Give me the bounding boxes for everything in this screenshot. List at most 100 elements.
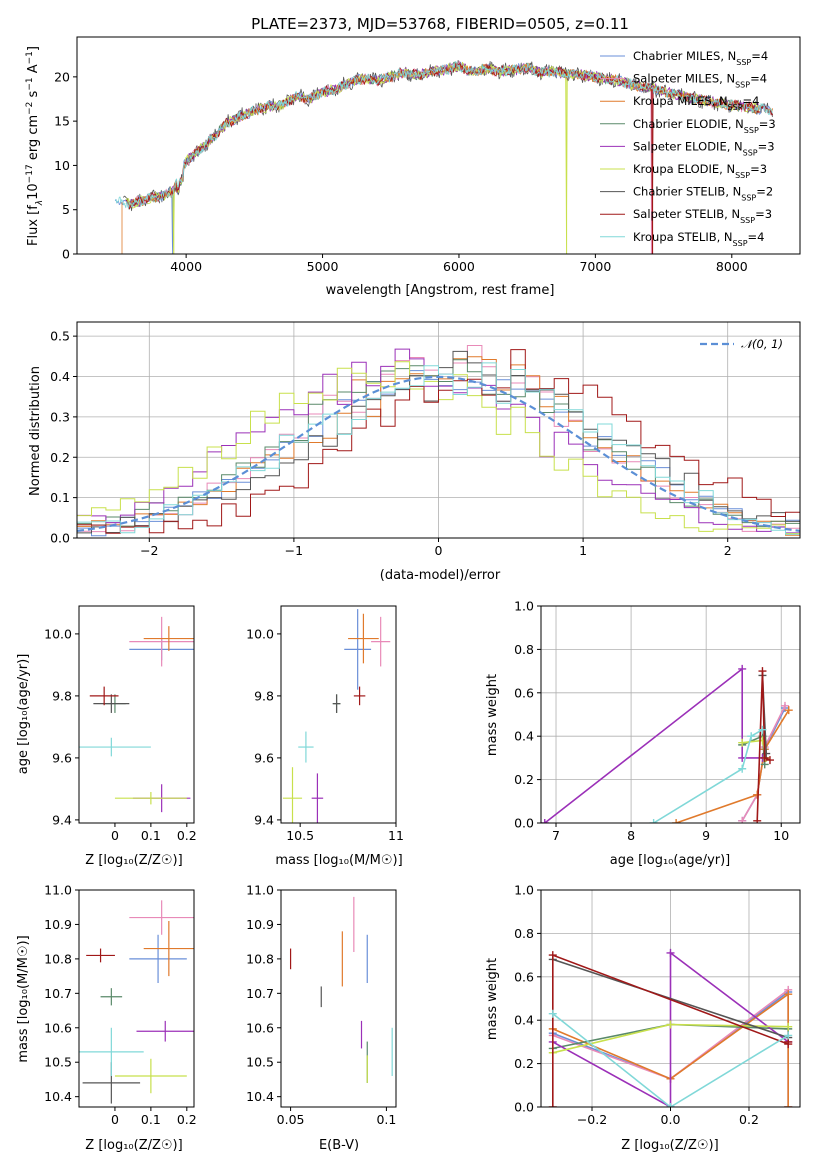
residuals-xtick-label: −1 xyxy=(285,543,303,558)
age-vs-mass-ytick-label: 9.4 xyxy=(254,812,274,827)
spectrum-ytick-label: 0 xyxy=(62,247,70,262)
mass-vs-ebv-plot-area xyxy=(289,896,393,1083)
spectrum-xtick-label: 8000 xyxy=(716,259,748,274)
age-vs-Z-xtick-label: 0 xyxy=(111,828,119,843)
spectrum-title: PLATE=2373, MJD=53768, FIBERID=0505, z=0… xyxy=(251,15,629,33)
spectrum-ylabel: Flux [fλ10−17 erg cm−2 s−1 A−1] xyxy=(25,46,45,246)
errorbar-point xyxy=(129,900,194,935)
weight-vs-age-ytick-label: 0.4 xyxy=(514,729,534,744)
mass-weight-marker xyxy=(672,819,681,823)
legend-entry: Salpeter MILES, NSSP=4 xyxy=(633,72,767,90)
errorbar-point xyxy=(114,792,187,805)
mass-weight-marker xyxy=(780,701,789,710)
residuals-plot-area xyxy=(77,345,800,538)
spectrum-axes: 4000 5000 6000 7000 8000 0 5 10 15 20 Chabrier MIL… xyxy=(54,36,801,274)
residuals-xtick-label: 1 xyxy=(579,543,587,558)
mass-weight-marker xyxy=(765,756,774,765)
mass-weight-marker xyxy=(666,948,675,957)
weight-vs-Z-plot-area xyxy=(548,948,793,1107)
mass-weight-marker xyxy=(784,1022,793,1031)
axes-frame xyxy=(76,321,801,539)
spectrum-xtick-label: 7000 xyxy=(579,259,611,274)
legend-entry: Chabrier STELIB, NSSP=2 xyxy=(633,185,773,203)
errorbar-point xyxy=(348,613,379,664)
spectrum-legend: Chabrier MILES, NSSP=4 Salpeter MILES, NS… xyxy=(600,49,776,247)
weight-vs-Z-ytick-label: 0.4 xyxy=(514,1013,534,1028)
mass-weight-marker xyxy=(784,1031,793,1040)
spectrum-series-line xyxy=(125,61,760,254)
mass-vs-Z-ytick-label: 10.7 xyxy=(44,986,72,1001)
errorbar-point xyxy=(79,737,151,757)
age-vs-mass-xtick-label: 11 xyxy=(388,828,404,843)
mass-weight-marker xyxy=(784,990,793,999)
axes-frame xyxy=(540,889,801,1108)
weight-vs-Z-xtick-label: 0.0 xyxy=(661,1112,681,1127)
mass-weight-line xyxy=(653,729,763,823)
mass-vs-ebv-ytick-label: 11.0 xyxy=(246,883,274,898)
mass-vs-ebv-xtick-label: 0.05 xyxy=(277,1112,305,1127)
errorbar-point xyxy=(129,616,194,667)
age-z-ylabel: age [log₁₀(age/yr)] xyxy=(16,654,31,775)
legend-entry: Kroupa MILES, NSSP=4 xyxy=(633,94,759,112)
errorbar-point xyxy=(371,616,391,667)
mass-vs-Z-xtick-label: 0.1 xyxy=(141,1112,161,1127)
errorbar-point xyxy=(143,921,194,977)
mass-vs-Z-ytick-label: 11.0 xyxy=(44,883,72,898)
errorbar-point xyxy=(332,694,341,713)
mass-vs-ebv-ytick-label: 10.4 xyxy=(246,1089,274,1104)
residuals-xtick-label: 2 xyxy=(724,543,732,558)
age-mass-xlabel: mass [log₁₀(M/M☉)] xyxy=(275,853,402,868)
age-vs-mass-ytick-label: 10.0 xyxy=(246,626,274,641)
errorbar-point xyxy=(136,1020,194,1042)
legend-entry: Chabrier ELODIE, NSSP=3 xyxy=(633,117,776,135)
mass-weight-marker xyxy=(649,819,658,823)
weight-vs-age-ytick-label: 0.8 xyxy=(514,642,534,657)
residual-histogram xyxy=(77,349,800,538)
age-vs-mass-axes: 10.5 11 9.4 9.6 9.8 10.0 xyxy=(246,605,404,843)
spectrum-xtick-label: 6000 xyxy=(443,259,475,274)
mass-weight-marker xyxy=(738,664,747,673)
mass-weight-line xyxy=(552,958,789,1039)
mass-weight-marker xyxy=(548,1009,557,1018)
mass-weight-line xyxy=(552,992,789,1107)
weight-vs-age-xtick-label: 8 xyxy=(627,828,635,843)
age-vs-Z-ytick-label: 9.8 xyxy=(52,688,72,703)
mass-vs-Z-ytick-label: 10.6 xyxy=(44,1020,72,1035)
mass-vs-Z-ytick-label: 10.4 xyxy=(44,1089,72,1104)
residual-histogram xyxy=(77,362,800,538)
weight-z-xlabel: Z [log₁₀(Z/Z☉)] xyxy=(621,1138,718,1153)
spectrum-ytick-label: 5 xyxy=(62,202,70,217)
errorbar-point xyxy=(129,934,187,983)
mass-weight-line xyxy=(756,671,771,821)
mass-z-xlabel: Z [log₁₀(Z/Z☉)] xyxy=(85,1138,182,1153)
mass-weight-marker xyxy=(760,753,769,762)
errorbar-point xyxy=(298,731,314,763)
axes-frame xyxy=(78,605,195,824)
weight-vs-age-xtick-label: 9 xyxy=(702,828,710,843)
errorbar-point xyxy=(311,773,324,823)
age-vs-Z-axes: 0 0.1 0.2 9.4 9.6 9.8 10.0 xyxy=(44,605,197,843)
mass-weight-line xyxy=(552,951,789,1107)
age-vs-Z-ytick-label: 9.4 xyxy=(52,812,72,827)
mass-weight-line xyxy=(544,667,763,823)
spectrum-ytick-label: 10 xyxy=(54,158,70,173)
axes-frame xyxy=(76,36,801,255)
weight-vs-Z-ytick-label: 0.2 xyxy=(514,1056,534,1071)
mass-vs-Z-ytick-label: 10.5 xyxy=(44,1055,72,1070)
age-vs-mass-ytick-label: 9.6 xyxy=(254,750,274,765)
spectrum-series-line xyxy=(121,61,774,254)
residuals-ytick-label: 0.0 xyxy=(50,531,70,546)
weight-vs-age-ytick-label: 0.2 xyxy=(514,772,534,787)
axes-frame xyxy=(78,889,195,1108)
errorbar-point xyxy=(353,686,366,706)
mass-weight-marker xyxy=(784,1103,793,1107)
mass-weight-marker xyxy=(738,816,747,823)
age-vs-Z-ytick-label: 10.0 xyxy=(44,626,72,641)
residuals-ylabel: Normed distribution xyxy=(28,366,43,496)
mass-weight-marker xyxy=(758,725,767,734)
weight-age-xlabel: age [log₁₀(age/yr)] xyxy=(610,853,731,868)
weight-age-ylabel: mass weight xyxy=(485,674,500,756)
spectrum-series-line xyxy=(115,61,773,209)
mass-weight-marker xyxy=(738,764,747,773)
